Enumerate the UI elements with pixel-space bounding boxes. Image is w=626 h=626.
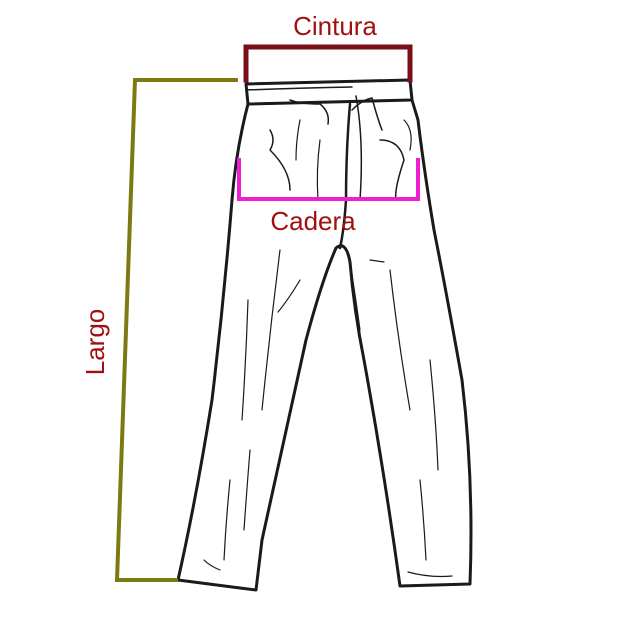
hip-label: Cadera <box>270 206 356 236</box>
length-bracket <box>114 78 238 582</box>
left-leg-outline <box>176 98 473 592</box>
pants-illustration <box>176 78 473 592</box>
waist-label: Cintura <box>293 11 377 41</box>
waistband-outline <box>244 78 414 106</box>
length-label: Largo <box>80 309 110 376</box>
waist-bracket <box>243 44 413 83</box>
hip-bracket <box>237 158 420 201</box>
